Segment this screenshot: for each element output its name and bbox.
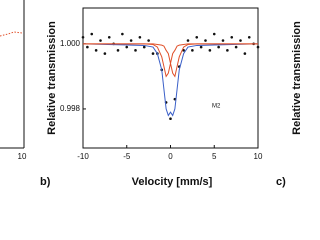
data-point [247, 36, 251, 39]
data-point [186, 39, 190, 42]
y-tick-label: 0.998 [60, 104, 81, 113]
data-point [212, 32, 216, 36]
annotation: M2 [212, 104, 221, 110]
data-point [107, 36, 111, 39]
fit-line [83, 43, 258, 78]
x-tick-label: 0 [168, 152, 173, 161]
data-point [99, 39, 102, 42]
data-point [147, 39, 150, 42]
fit-line [82, 43, 259, 117]
data-point [81, 36, 85, 39]
data-point [129, 39, 133, 42]
left-fragment [0, 31, 23, 37]
data-point [208, 49, 212, 52]
x-tick-label: 10 [254, 152, 263, 161]
data-point [239, 39, 242, 42]
data-point [204, 39, 207, 42]
data-point [94, 49, 98, 52]
data-point [138, 36, 142, 39]
data-point [226, 49, 229, 52]
data-point [256, 45, 260, 49]
panel-label: c) [276, 176, 286, 188]
data-point [221, 39, 225, 42]
data-point [151, 52, 155, 55]
y-tick-label: 1.000 [60, 39, 81, 48]
panel-label: b) [40, 176, 51, 188]
data-point [217, 45, 220, 49]
data-point [195, 36, 199, 39]
y-axis-label: Relative transmission [46, 21, 58, 135]
data-point [121, 32, 124, 36]
data-point [169, 117, 172, 120]
left-tick-label: 10 [18, 152, 27, 161]
data-point [142, 45, 146, 49]
data-point [103, 52, 107, 55]
x-tick-label: -5 [123, 152, 131, 161]
data-point [199, 45, 203, 49]
data-point [134, 49, 137, 52]
data-point [116, 49, 120, 52]
data-point [90, 32, 94, 36]
y-axis-label: Relative transmission [291, 21, 300, 135]
x-tick-label: -10 [77, 152, 89, 161]
data-point [230, 36, 234, 39]
background [0, 0, 300, 200]
data-point [191, 49, 194, 52]
data-point [86, 45, 89, 49]
x-tick-label: 5 [212, 152, 217, 161]
data-point [234, 45, 238, 49]
data-point [125, 45, 129, 49]
x-axis-label: Velocity [mm/s] [132, 176, 213, 188]
data-point [243, 52, 247, 55]
figure: 10 b) Relative transmission Velocity [mm… [0, 0, 300, 200]
